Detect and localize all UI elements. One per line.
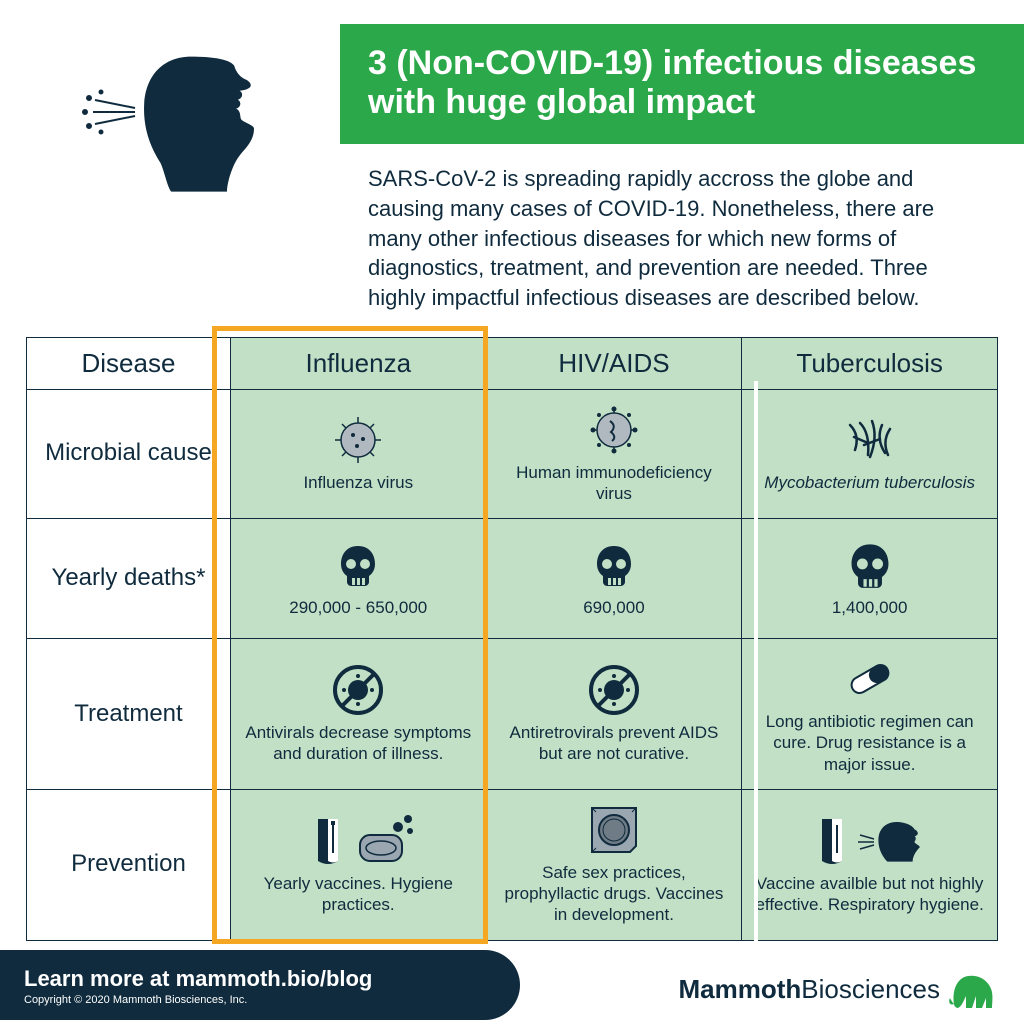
copyright: Copyright © 2020 Mammoth Biosciences, In… [24,994,496,1006]
cell-text: Vaccine availble but not highly effectiv… [750,869,989,926]
cell-text: Mycobacterium tuberculosis [750,468,989,503]
cell-hiv-deaths: 690,000 [486,519,742,639]
mammoth-icon [948,968,996,1010]
no-virus-icon [495,662,734,718]
row-label-treatment: Treatment [27,639,231,790]
learn-more-link[interactable]: Learn more at mammoth.bio/blog [24,966,496,992]
intro-paragraph: SARS-CoV-2 is spreading rapidly accross … [340,144,1024,328]
cell-text: Long antibiotic regimen can cure. Drug r… [750,707,989,785]
row-label-prevention: Prevention [27,789,231,940]
cell-text: Influenza virus [239,468,478,503]
brand-text: MammothBiosciences [678,974,940,1005]
cell-text: Antivirals decrease symptoms and duratio… [239,718,478,775]
condom-icon [495,802,734,858]
cell-tb-microbial: Mycobacterium tuberculosis [742,389,998,519]
row-deaths: Yearly deaths* 290,000 - 650,000 690,000… [27,519,998,639]
cell-text: Human immunodeficiency virus [495,458,734,515]
skull-icon [750,537,989,593]
cell-hiv-microbial: Human immunodeficiency virus [486,389,742,519]
row-label-deaths: Yearly deaths* [27,519,231,639]
skull-icon [495,537,734,593]
title: 3 (Non-COVID-19) infectious diseases wit… [340,24,1024,144]
skull-icon [239,537,478,593]
no-virus-icon [239,662,478,718]
header-row: Disease Influenza HIV/AIDS Tuberculosis [27,337,998,389]
tb-bacteria-icon [750,412,989,468]
footer-pill: Learn more at mammoth.bio/blog Copyright… [0,950,520,1020]
row-treatment: Treatment Antivirals decrease symptoms a… [27,639,998,790]
hiv-virus-icon [495,402,734,458]
pill-icon [750,651,989,707]
cell-influenza-deaths: 290,000 - 650,000 [230,519,486,639]
cell-tb-deaths: 1,400,000 [742,519,998,639]
col-head-tb: Tuberculosis [742,337,998,389]
row-microbial: Microbial cause Influenza virus Human im… [27,389,998,519]
cell-text: Antiretrovirals prevent AIDS but are not… [495,718,734,775]
cell-text: 1,400,000 [750,593,989,628]
cell-hiv-prevention: Safe sex practices, prophyllactic drugs.… [486,789,742,940]
footer: Learn more at mammoth.bio/blog Copyright… [0,946,1024,1024]
cell-tb-treatment: Long antibiotic regimen can cure. Drug r… [742,639,998,790]
cell-text: 690,000 [495,593,734,628]
cell-text: Yearly vaccines. Hygiene practices. [239,869,478,926]
white-divider [754,381,758,941]
influenza-virus-icon [239,412,478,468]
cell-hiv-treatment: Antiretrovirals prevent AIDS but are not… [486,639,742,790]
cell-influenza-prevention: Yearly vaccines. Hygiene practices. [230,789,486,940]
col-head-hiv: HIV/AIDS [486,337,742,389]
brand-logo: MammothBiosciences [678,968,996,1010]
col-head-influenza: Influenza [230,337,486,389]
row-label-disease: Disease [27,337,231,389]
comparison-table: Disease Influenza HIV/AIDS Tuberculosis … [0,329,1024,941]
row-prevention: Prevention Yearly vaccines. Hygiene prac… [27,789,998,940]
cell-influenza-treatment: Antivirals decrease symptoms and duratio… [230,639,486,790]
cell-tb-prevention: Vaccine availble but not highly effectiv… [742,789,998,940]
cell-text: 290,000 - 650,000 [239,593,478,628]
cell-text: Safe sex practices, prophyllactic drugs.… [495,858,734,936]
vaccine-soap-icon [239,813,478,869]
cough-head-icon [0,24,340,329]
header: 3 (Non-COVID-19) infectious diseases wit… [0,0,1024,329]
vaccine-cough-icon [750,813,989,869]
row-label-microbial: Microbial cause [27,389,231,519]
cell-influenza-microbial: Influenza virus [230,389,486,519]
